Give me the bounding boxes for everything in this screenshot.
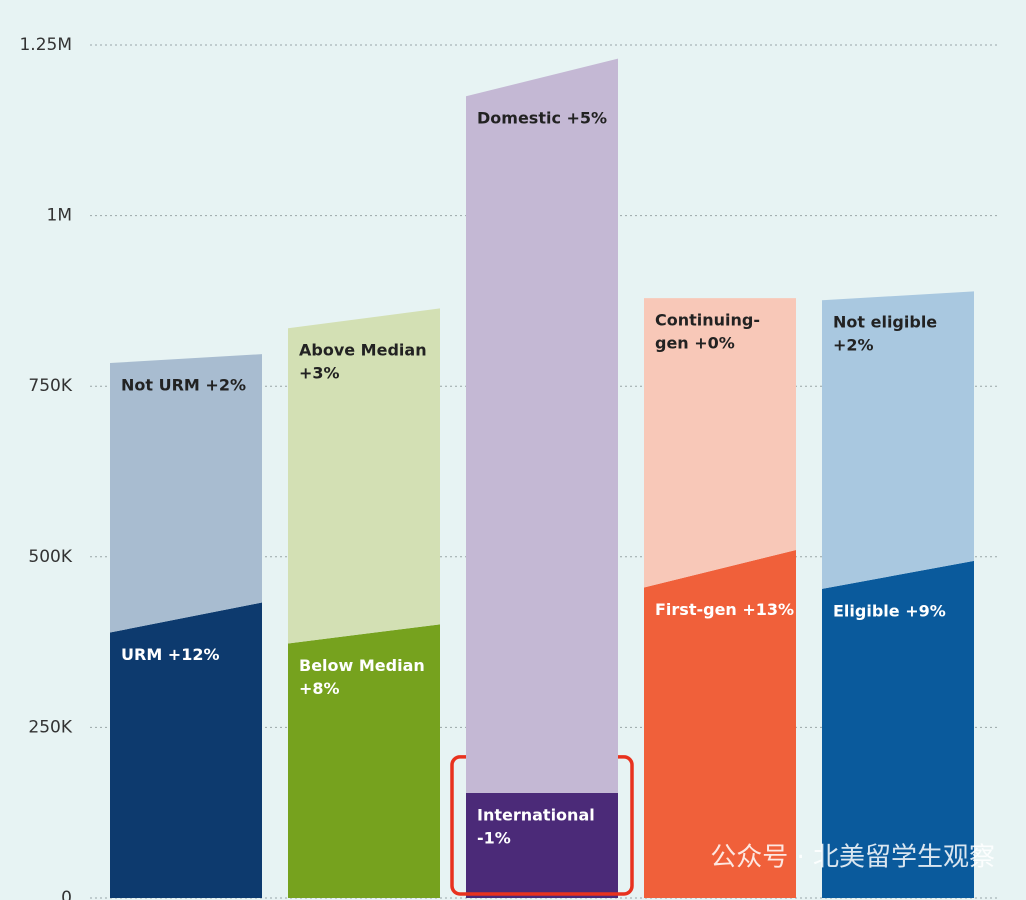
segment-label: gen +0%: [655, 334, 735, 353]
y-tick-label: 1M: [47, 206, 72, 226]
segment-label: Below Median: [299, 656, 425, 675]
bar-segment: [644, 298, 796, 588]
y-tick-label: 1.25M: [19, 35, 72, 55]
segment-label: +8%: [299, 679, 340, 698]
bar-segment: [822, 560, 974, 898]
segment-label: Not eligible: [833, 313, 937, 332]
bar-segment: [288, 308, 440, 644]
y-tick-label: 500K: [28, 547, 72, 567]
bar-segment: [110, 354, 262, 633]
segment-label: -1%: [477, 828, 511, 847]
segment-label: Continuing-: [655, 311, 760, 330]
bar-segment: [466, 792, 618, 898]
segment-label: Domestic +5%: [477, 109, 607, 128]
segment-label: International: [477, 805, 595, 824]
segment-label: URM +12%: [121, 645, 220, 664]
bar-segment: [822, 291, 974, 589]
bar-segment: [466, 58, 618, 793]
segment-label: Eligible +9%: [833, 601, 946, 620]
y-tick-label: 0: [61, 888, 72, 900]
bar-segment: [288, 624, 440, 898]
y-tick-label: 750K: [28, 376, 72, 396]
segment-label: Above Median: [299, 341, 427, 360]
watermark: 公众号 · 北美留学生观察: [710, 843, 995, 873]
y-tick-label: 250K: [28, 717, 72, 737]
bar-segment: [644, 549, 796, 898]
segment-label: +2%: [833, 336, 874, 355]
bar-segment: [110, 602, 262, 898]
segment-label: +3%: [299, 364, 340, 383]
segment-label: Not URM +2%: [121, 376, 246, 395]
segment-label: First-gen +13%: [655, 600, 794, 619]
